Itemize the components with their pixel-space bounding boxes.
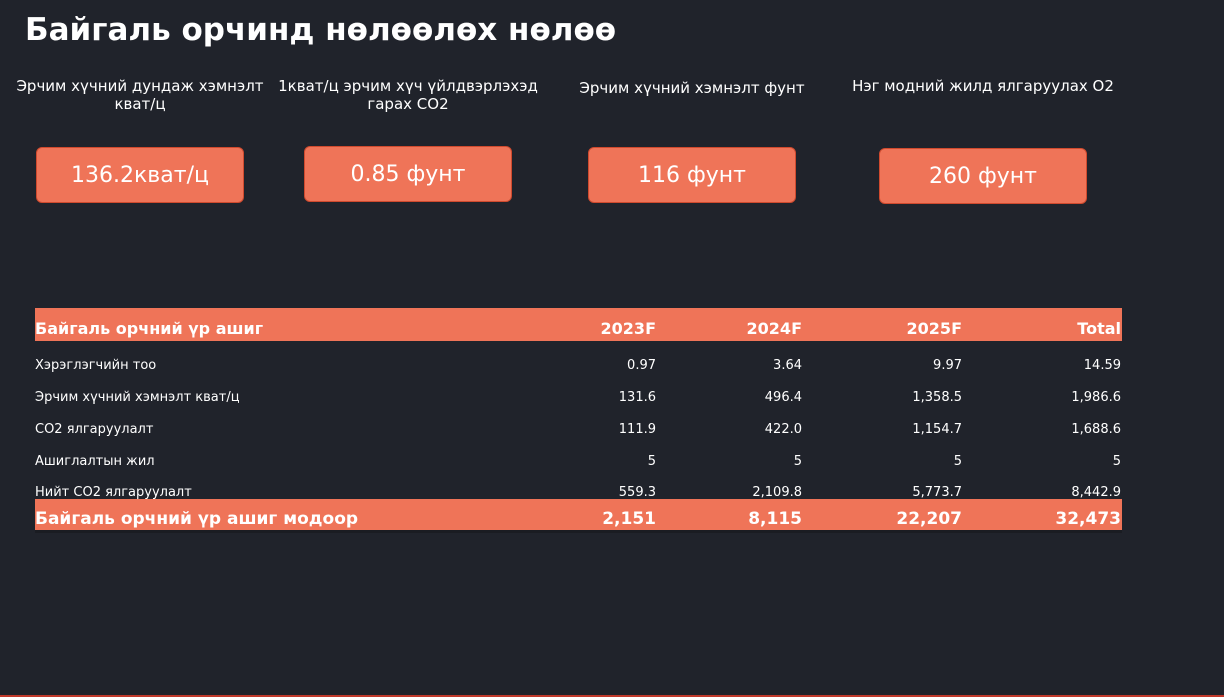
table-cell: 9.97 — [933, 358, 962, 373]
table-total-cell: 32,473 — [1055, 509, 1121, 529]
table-cell: Нийт CO2 ялгаруулалт — [35, 485, 192, 500]
table-total-row: Байгаль орчний үр ашиг модоор 2,151 8,11… — [35, 499, 1122, 533]
table-cell: 5 — [1112, 454, 1121, 469]
table-cell: Ашиглалтын жил — [35, 454, 155, 469]
kpi-label: 1кват/ц эрчим хүч үйлдвэрлэхэд гарах CO2 — [278, 77, 538, 113]
table-cell: 1,688.6 — [1071, 422, 1121, 437]
kpi-label: Нэг модний жилд ялгаруулах O2 — [852, 77, 1114, 95]
table-header-cell: Байгаль орчний үр ашиг — [35, 319, 264, 338]
table-row: Эрчим хүчний хэмнэлт кват/ц 131.6 496.4 … — [35, 373, 1122, 405]
table-cell: 5 — [793, 454, 802, 469]
table-cell: Эрчим хүчний хэмнэлт кват/ц — [35, 390, 240, 405]
table-total-cell: 2,151 — [602, 509, 656, 529]
table-row: CO2 ялгаруулалт 111.9 422.0 1,154.7 1,68… — [35, 405, 1122, 437]
table-cell: 111.9 — [618, 422, 656, 437]
table-header-cell: 2024F — [746, 319, 802, 338]
table-header-cell: 2025F — [906, 319, 962, 338]
table-cell: 2,109.8 — [752, 485, 802, 500]
table-row: Хэрэглэгчийн тоо 0.97 3.64 9.97 14.59 — [35, 341, 1122, 373]
bottom-divider — [0, 695, 1224, 697]
kpi-value: 116 фунт — [588, 147, 796, 203]
table-row: Нийт CO2 ялгаруулалт 559.3 2,109.8 5,773… — [35, 469, 1122, 500]
kpi-value: 136.2кват/ц — [36, 147, 244, 203]
table-cell: Хэрэглэгчийн тоо — [35, 358, 157, 373]
table-cell: 14.59 — [1083, 358, 1121, 373]
table-cell: 1,986.6 — [1071, 390, 1121, 405]
table-cell: 3.64 — [773, 358, 802, 373]
table-header-row: Байгаль орчний үр ашиг 2023F 2024F 2025F… — [35, 308, 1122, 341]
kpi-value: 0.85 фунт — [304, 146, 512, 202]
table-cell: 422.0 — [764, 422, 802, 437]
table-total-cell: 8,115 — [748, 509, 802, 529]
table-cell: 5,773.7 — [912, 485, 962, 500]
table-cell: 1,358.5 — [912, 390, 962, 405]
table-cell: 5 — [647, 454, 656, 469]
table-cell: 8,442.9 — [1071, 485, 1121, 500]
kpi-label: Эрчим хүчний хэмнэлт фунт — [579, 79, 805, 97]
table-cell: 131.6 — [618, 390, 656, 405]
table-header-cell: Total — [1077, 319, 1121, 338]
table-header-cell: 2023F — [600, 319, 656, 338]
kpi-value: 260 фунт — [879, 148, 1087, 204]
table-cell: CO2 ялгаруулалт — [35, 422, 154, 437]
table-total-cell: 22,207 — [896, 509, 962, 529]
table-cell: 496.4 — [764, 390, 802, 405]
environmental-benefit-table: Байгаль орчний үр ашиг 2023F 2024F 2025F… — [35, 308, 1122, 533]
kpi-label: Эрчим хүчний дундаж хэмнэлт кват/ц — [16, 77, 264, 113]
page-title: Байгаль орчинд нөлөөлөх нөлөө — [25, 12, 617, 48]
table-cell: 0.97 — [627, 358, 656, 373]
table-cell: 559.3 — [618, 485, 656, 500]
table-cell: 5 — [953, 454, 962, 469]
table-cell: 1,154.7 — [912, 422, 962, 437]
table-total-cell: Байгаль орчний үр ашиг модоор — [35, 509, 359, 529]
table-row: Ашиглалтын жил 5 5 5 5 — [35, 437, 1122, 469]
